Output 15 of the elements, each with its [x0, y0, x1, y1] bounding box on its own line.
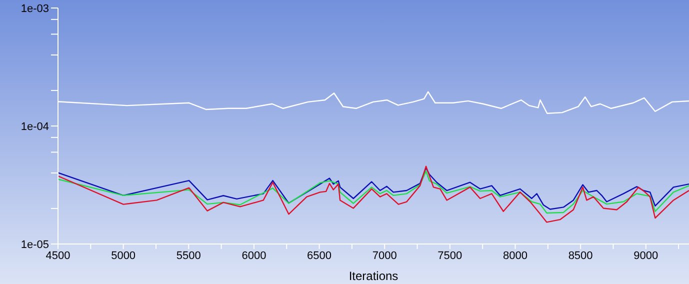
x-tick-label: 9000: [634, 250, 658, 262]
y-tick-label: 1e-03: [20, 2, 49, 15]
x-tick-label: 6000: [242, 250, 266, 262]
x-tick-label: 5000: [111, 250, 136, 262]
x-axis-title: Iterations: [348, 269, 398, 283]
x-tick-label: 5500: [176, 250, 201, 262]
x-tick-label: 8000: [503, 250, 528, 262]
x-tick-label: 6500: [307, 250, 332, 262]
x-tick-label: 4500: [46, 250, 70, 262]
y-tick-label: 1e-05: [20, 238, 49, 251]
y-tick-label: 1e-04: [20, 120, 49, 133]
x-tick-label: 7500: [438, 250, 462, 262]
x-tick-label: 8500: [568, 250, 593, 262]
line-series: [58, 166, 689, 223]
x-tick-label: 7000: [372, 250, 397, 262]
